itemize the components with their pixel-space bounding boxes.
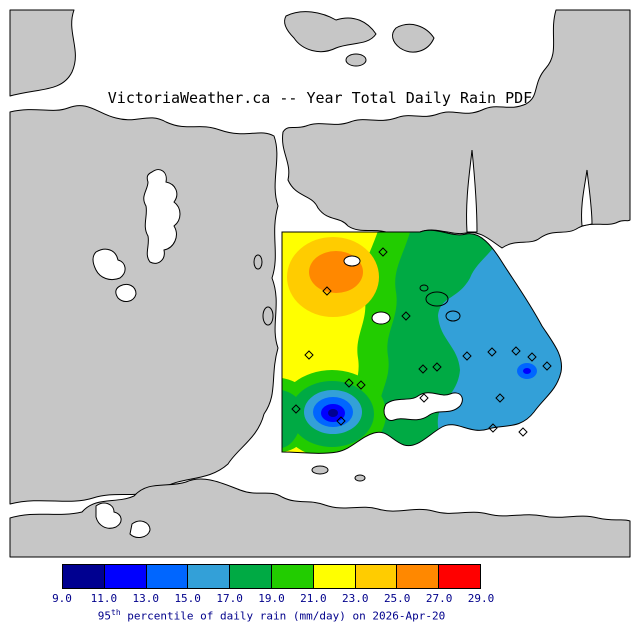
map-title: VictoriaWeather.ca -- Year Total Daily R… xyxy=(107,89,533,107)
island-top-a xyxy=(284,11,377,53)
colorbar-caption: 95th percentile of daily rain (mm/day) o… xyxy=(62,608,481,623)
land-olympic-peninsula xyxy=(9,478,631,558)
outlined-islands xyxy=(419,284,461,322)
contour-9-11-min xyxy=(328,409,338,417)
island-top-b xyxy=(392,23,435,53)
station-marker xyxy=(356,380,366,390)
station-marker xyxy=(487,347,497,357)
colorbar-segment-0 xyxy=(63,565,104,588)
station-marker xyxy=(488,423,498,433)
colorbar-segment-3 xyxy=(187,565,230,588)
land-top-left-corner xyxy=(9,9,76,97)
colorbar-segment-4 xyxy=(229,565,271,588)
colorbar-tick-21.0: 21.0 xyxy=(300,592,327,605)
station-marker xyxy=(344,378,354,388)
station-marker xyxy=(432,362,442,372)
land-vancouver-island xyxy=(9,105,279,505)
data-region-outline xyxy=(281,229,563,454)
station-marker xyxy=(378,247,388,257)
colorbar-tick-23.0: 23.0 xyxy=(342,592,369,605)
contour-17-19-corner xyxy=(282,390,303,448)
colorbar-segment-6 xyxy=(312,565,355,588)
land-mainland xyxy=(282,9,631,249)
station-marker xyxy=(527,352,537,362)
station-marker xyxy=(511,346,521,356)
island-strait-b xyxy=(354,474,366,482)
station-marker xyxy=(518,427,528,437)
inland-water xyxy=(343,255,463,421)
colorbar-tick-17.0: 17.0 xyxy=(216,592,243,605)
colorbar-segment-1 xyxy=(103,565,146,588)
station-marker xyxy=(322,286,332,296)
island-channel-a xyxy=(262,306,274,326)
lake-vi-long xyxy=(143,169,181,264)
colorbar-tick-27.0: 27.0 xyxy=(425,592,453,605)
caption-prefix: 95 xyxy=(97,609,112,623)
colorbar-tick-15.0: 15.0 xyxy=(174,592,201,605)
station-marker xyxy=(401,311,411,321)
contour-11-13-east-spot xyxy=(523,368,531,374)
island-channel-b xyxy=(253,254,263,270)
island-outline-c xyxy=(419,284,429,292)
inlet-olympic-b xyxy=(129,520,151,538)
station-marker xyxy=(419,393,429,403)
station-marker xyxy=(418,364,428,374)
island-strait-a xyxy=(311,465,329,475)
island-top-c xyxy=(345,53,367,67)
caption-superscript: th xyxy=(111,608,121,617)
colorbar-tick-9.0: 9.0 xyxy=(52,592,72,605)
station-marker xyxy=(542,361,552,371)
station-marker xyxy=(291,404,301,414)
fjord-mainland-a xyxy=(466,149,478,233)
island-outline-b xyxy=(445,310,461,322)
lake-vi-b xyxy=(92,248,126,281)
station-marker xyxy=(304,350,314,360)
colorbar-tick-29.0: 29.0 xyxy=(467,592,495,605)
lake-central xyxy=(371,311,391,325)
colorbar-segment-7 xyxy=(354,565,397,588)
colorbar-segment-5 xyxy=(270,565,313,588)
island-outline-a xyxy=(425,291,449,307)
colorbar-tick-25.0: 25.0 xyxy=(383,592,411,605)
channel-south xyxy=(383,392,463,421)
caption-rest: percentile of daily rain (mm/day) on 202… xyxy=(120,609,446,623)
colorbar xyxy=(62,564,481,589)
colorbar-tick-13.0: 13.0 xyxy=(132,592,160,605)
station-marker xyxy=(462,351,472,361)
station-marker xyxy=(336,416,346,426)
colorbar-tick-11.0: 11.0 xyxy=(90,592,118,605)
colorbar-segment-8 xyxy=(396,565,439,588)
lakes-and-inlets xyxy=(92,149,593,538)
colorbar-segment-2 xyxy=(145,565,188,588)
weather-map xyxy=(9,9,631,558)
fjord-mainland-b xyxy=(581,169,593,227)
lake-vi-c xyxy=(115,283,137,302)
colorbar-ticks: 9.0 11.0 13.0 15.0 17.0 19.0 21.0 23.0 25.0 27.0 2… xyxy=(0,592,640,606)
station-marker xyxy=(495,393,505,403)
station-markers xyxy=(291,247,552,437)
colorbar-segment-9 xyxy=(438,565,480,588)
inlet-olympic-a xyxy=(95,502,122,529)
landmasses xyxy=(9,9,631,558)
lake-in-orange xyxy=(343,255,361,267)
colorbar-tick-19.0: 19.0 xyxy=(258,592,285,605)
